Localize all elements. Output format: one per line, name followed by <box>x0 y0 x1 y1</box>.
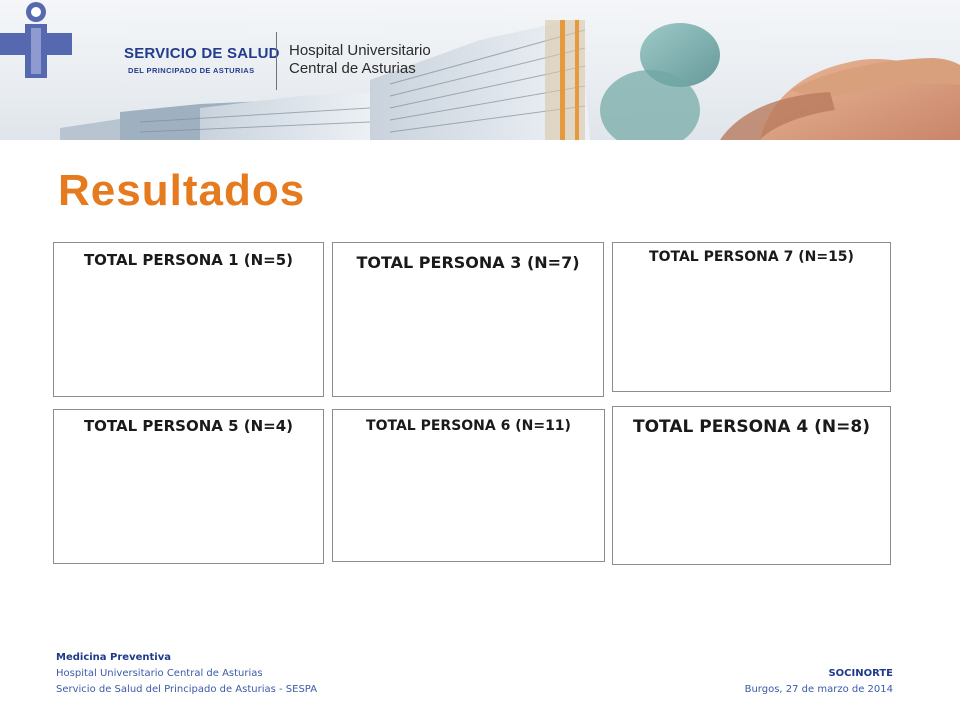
pie-chart-svg: 0%100% <box>54 410 325 565</box>
footer-event: SOCINORTE <box>828 668 893 679</box>
chart-title: TOTAL PERSONA 6 (N=11) <box>366 418 571 434</box>
pie-chart-panel: TOTAL PERSONA 3 (N=7)71%29% <box>332 242 604 397</box>
pie-chart-panel: TOTAL PERSONA 1 (N=5)40%60% <box>53 242 324 397</box>
header-banner: SERVICIO DE SALUD DEL PRINCIPADO DE ASTU… <box>0 0 960 140</box>
pie-chart-panel: TOTAL PERSONA 4 (N=8)38%63% <box>612 406 891 565</box>
org-name: SERVICIO DE SALUD <box>124 45 280 62</box>
hospital-name-line2: Central de Asturias <box>289 60 416 77</box>
pie-chart-panel: TOTAL PERSONA 7 (N=15)40%60% <box>612 242 891 392</box>
chart-title: TOTAL PERSONA 3 (N=7) <box>356 253 580 272</box>
footer-department: Medicina Preventiva <box>56 652 171 663</box>
banner-divider <box>276 32 277 90</box>
pie-chart-svg: 40%60% <box>54 243 325 398</box>
footer-left: Medicina Preventiva Hospital Universitar… <box>56 650 317 698</box>
chart-title: TOTAL PERSONA 7 (N=15) <box>649 249 854 265</box>
pie-chart-panel: TOTAL PERSONA 6 (N=11)64%36% <box>332 409 605 562</box>
pie-chart-svg: 40%60% <box>613 243 892 393</box>
pie-chart-svg: 64%36% <box>333 410 606 563</box>
footer-date: Burgos, 27 de marzo de 2014 <box>744 684 893 695</box>
chart-title: TOTAL PERSONA 1 (N=5) <box>83 251 294 269</box>
footer-service: Servicio de Salud del Principado de Astu… <box>56 684 318 695</box>
chart-title: TOTAL PERSONA 4 (N=8) <box>633 417 870 437</box>
pie-chart-svg: 38%63% <box>613 407 892 566</box>
pie-chart-panel: TOTAL PERSONA 5 (N=4)0%100% <box>53 409 324 564</box>
org-subtitle: DEL PRINCIPADO DE ASTURIAS <box>128 66 255 75</box>
hospital-name-line1: Hospital Universitario <box>289 42 431 59</box>
footer-hospital: Hospital Universitario Central de Asturi… <box>56 668 263 679</box>
sespa-logo-icon <box>0 2 72 78</box>
page-title: Resultados <box>58 166 306 215</box>
footer-right: SOCINORTE Burgos, 27 de marzo de 2014 <box>745 666 893 698</box>
pie-chart-svg: 71%29% <box>333 243 605 398</box>
banner-artwork <box>60 18 960 140</box>
chart-title: TOTAL PERSONA 5 (N=4) <box>83 417 294 435</box>
